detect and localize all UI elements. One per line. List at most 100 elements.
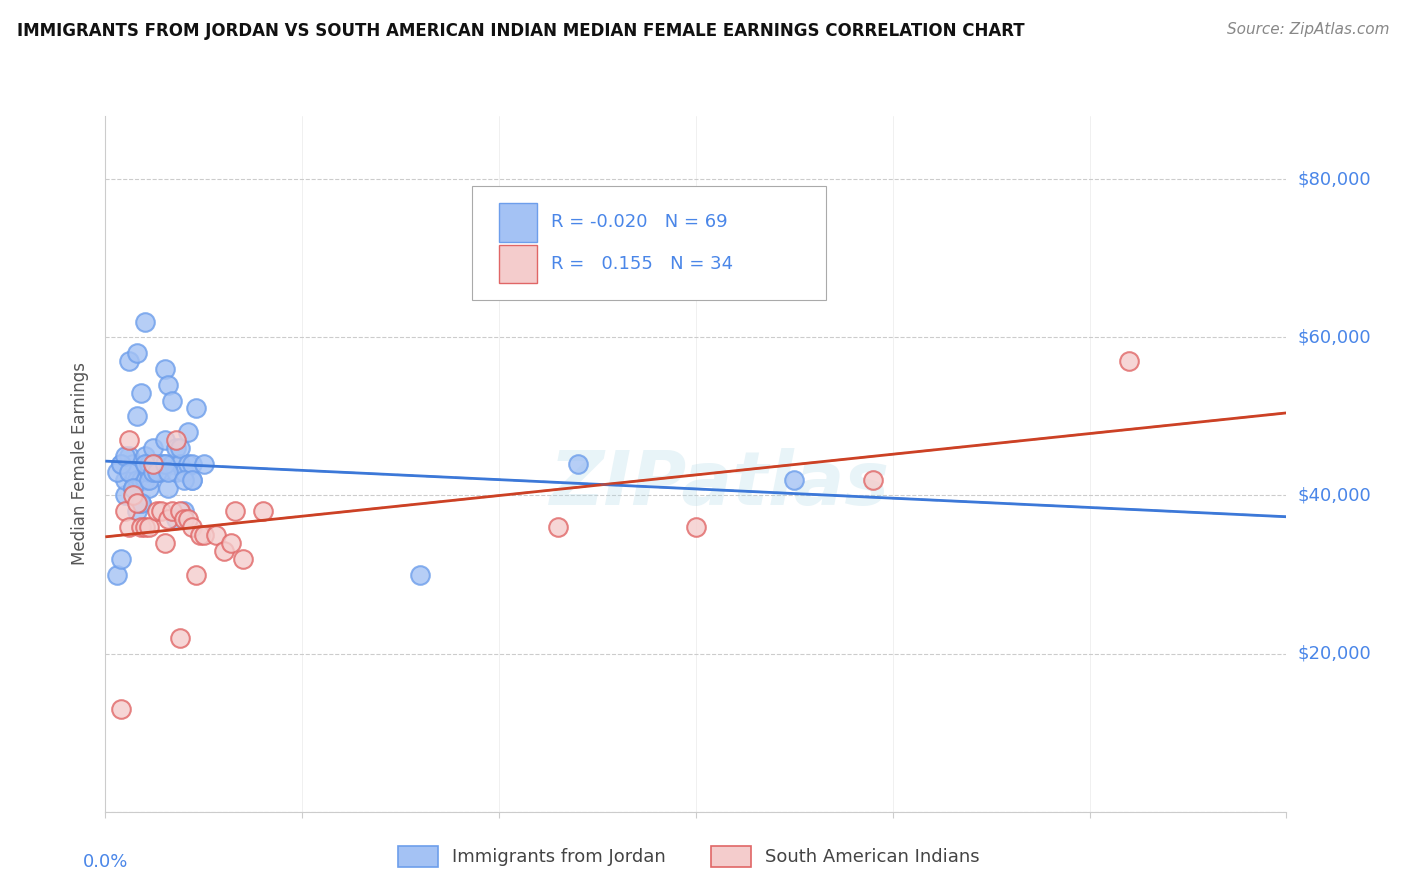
Point xyxy=(169,441,191,455)
Point xyxy=(138,481,160,495)
Point xyxy=(685,520,707,534)
Point xyxy=(157,377,180,392)
Point xyxy=(134,314,156,328)
Point xyxy=(181,520,204,534)
Point xyxy=(145,465,167,479)
Point xyxy=(153,457,176,471)
Point xyxy=(173,512,195,526)
Point xyxy=(184,401,207,416)
Point xyxy=(105,567,128,582)
Point xyxy=(122,481,145,495)
Text: $60,000: $60,000 xyxy=(1298,328,1371,346)
Point xyxy=(547,520,569,534)
Point xyxy=(162,504,184,518)
Point xyxy=(149,457,172,471)
Point xyxy=(110,551,132,566)
Point xyxy=(169,631,191,645)
Point xyxy=(157,481,180,495)
Point xyxy=(122,488,145,502)
Point xyxy=(125,496,148,510)
Point xyxy=(153,433,176,447)
Point xyxy=(165,512,187,526)
Point xyxy=(129,496,152,510)
Point xyxy=(110,702,132,716)
Point xyxy=(153,362,176,376)
Point xyxy=(177,457,200,471)
Point xyxy=(212,544,235,558)
Point xyxy=(184,567,207,582)
Point xyxy=(173,504,195,518)
Point xyxy=(193,457,215,471)
Point xyxy=(134,473,156,487)
Point xyxy=(118,433,141,447)
Point xyxy=(177,512,200,526)
Point xyxy=(122,465,145,479)
Point xyxy=(181,473,204,487)
Point xyxy=(153,457,176,471)
Point xyxy=(129,385,152,400)
FancyBboxPatch shape xyxy=(471,186,825,301)
Point xyxy=(149,465,172,479)
Point xyxy=(118,520,141,534)
Text: IMMIGRANTS FROM JORDAN VS SOUTH AMERICAN INDIAN MEDIAN FEMALE EARNINGS CORRELATI: IMMIGRANTS FROM JORDAN VS SOUTH AMERICAN… xyxy=(17,22,1025,40)
FancyBboxPatch shape xyxy=(499,245,537,284)
Point xyxy=(118,465,141,479)
Point xyxy=(157,512,180,526)
Point xyxy=(188,528,211,542)
Point xyxy=(114,473,136,487)
Text: ZIPatlas: ZIPatlas xyxy=(550,448,890,521)
Point xyxy=(162,393,184,408)
Point xyxy=(122,457,145,471)
Point xyxy=(232,551,254,566)
Point xyxy=(181,457,204,471)
Point xyxy=(177,425,200,440)
Point xyxy=(145,465,167,479)
Point xyxy=(173,465,195,479)
Point xyxy=(162,457,184,471)
Point xyxy=(134,457,156,471)
Text: $20,000: $20,000 xyxy=(1298,645,1371,663)
Text: Source: ZipAtlas.com: Source: ZipAtlas.com xyxy=(1226,22,1389,37)
Point xyxy=(114,504,136,518)
Point xyxy=(145,465,167,479)
Point xyxy=(169,457,191,471)
Point xyxy=(114,449,136,463)
Point xyxy=(165,441,187,455)
Point xyxy=(134,457,156,471)
Point xyxy=(252,504,274,518)
Point xyxy=(125,346,148,360)
Point xyxy=(567,457,589,471)
Point xyxy=(145,504,167,518)
Point xyxy=(118,465,141,479)
Point xyxy=(118,449,141,463)
Point xyxy=(134,520,156,534)
Point xyxy=(142,441,165,455)
Point xyxy=(122,481,145,495)
Text: $80,000: $80,000 xyxy=(1298,170,1371,188)
Point xyxy=(110,457,132,471)
Point xyxy=(114,488,136,502)
Point xyxy=(221,536,243,550)
Text: R =   0.155   N = 34: R = 0.155 N = 34 xyxy=(551,255,733,273)
Point xyxy=(169,504,191,518)
Point xyxy=(145,457,167,471)
Point xyxy=(138,465,160,479)
Point xyxy=(138,457,160,471)
Point xyxy=(165,465,187,479)
Point xyxy=(153,536,176,550)
Text: $40,000: $40,000 xyxy=(1298,486,1371,505)
Point xyxy=(173,473,195,487)
Point xyxy=(129,496,152,510)
Point xyxy=(142,465,165,479)
Point xyxy=(165,433,187,447)
Text: 0.0%: 0.0% xyxy=(83,854,128,871)
Point xyxy=(125,409,148,424)
Point xyxy=(129,473,152,487)
FancyBboxPatch shape xyxy=(499,203,537,242)
Point xyxy=(125,473,148,487)
Point xyxy=(134,449,156,463)
Y-axis label: Median Female Earnings: Median Female Earnings xyxy=(72,362,90,566)
Point xyxy=(142,465,165,479)
Point xyxy=(118,354,141,368)
Point xyxy=(1118,354,1140,368)
